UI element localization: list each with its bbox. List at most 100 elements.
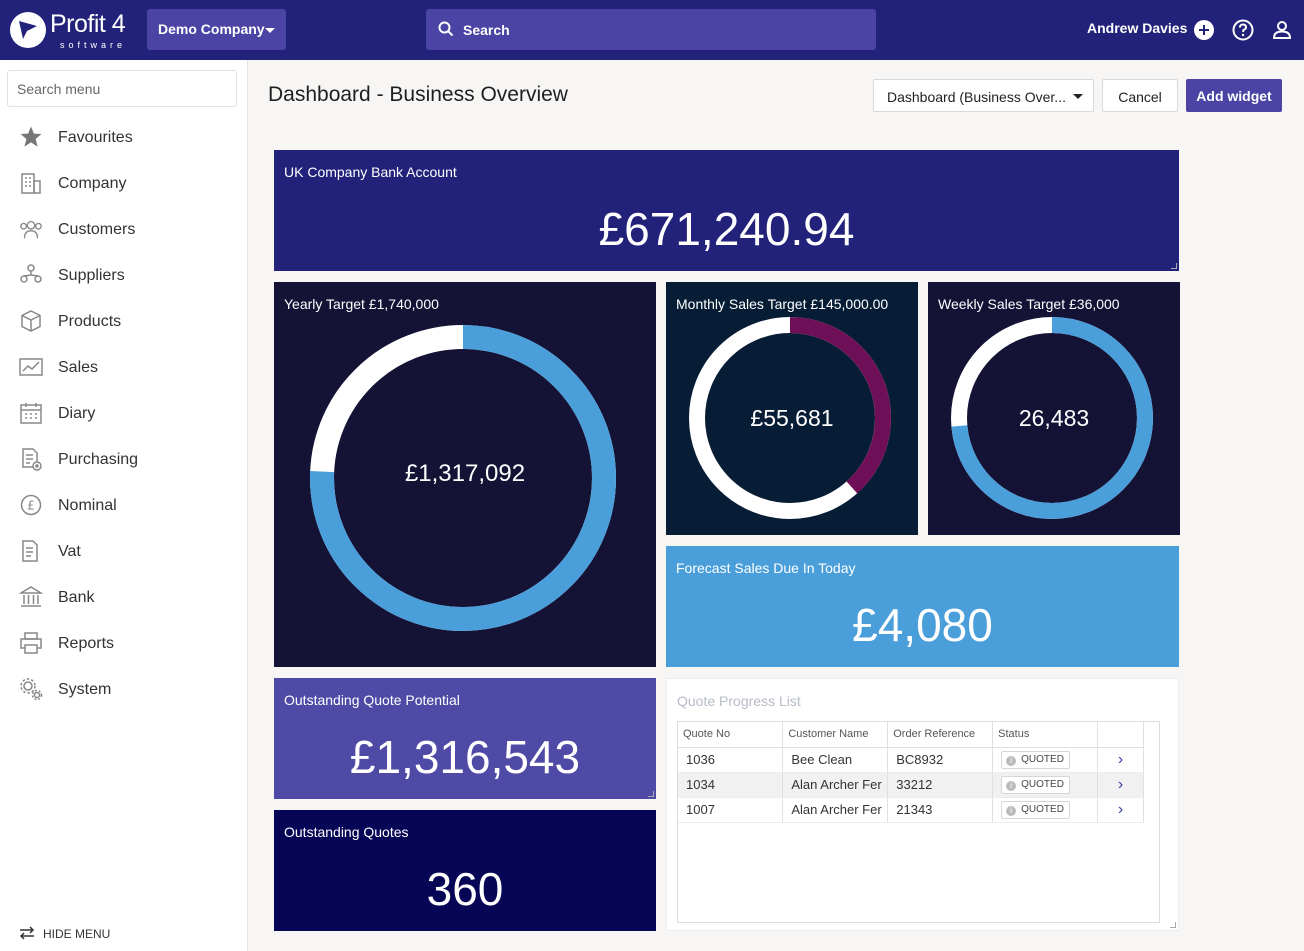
cancel-button[interactable]: Cancel (1102, 79, 1178, 112)
chevron-down-icon (265, 28, 275, 33)
widget-title: Weekly Sales Target £36,000 (938, 296, 1120, 312)
monthly-target-widget[interactable]: Monthly Sales Target £145,000.00 £55,681 (666, 282, 918, 535)
quote-potential-widget[interactable]: Outstanding Quote Potential £1,316,543 (274, 678, 656, 799)
global-search[interactable]: Search (426, 9, 876, 50)
monthly-target-donut (689, 317, 891, 519)
open-cell: › (1097, 797, 1144, 823)
status-label: QUOTED (1021, 754, 1064, 765)
status-badge: i QUOTED (1001, 751, 1070, 769)
info-icon: i (1006, 781, 1017, 791)
company-name: Demo Company (158, 21, 265, 37)
add-circle-icon[interactable] (1193, 19, 1215, 41)
donut-progress (689, 317, 891, 519)
table-row[interactable]: 1036 Bee Clean BC8932 i QUOTED › (678, 747, 1144, 773)
widget-title: Outstanding Quote Potential (284, 692, 460, 708)
sidebar-item-label: Sales (58, 359, 99, 376)
purchasing-icon (22, 448, 42, 471)
help-icon[interactable] (1232, 19, 1254, 41)
add-widget-button[interactable]: Add widget (1186, 79, 1282, 112)
sidebar-item-customers[interactable]: Customers (0, 206, 247, 252)
sidebar-item-reports[interactable]: Reports (0, 620, 247, 666)
yearly-target-widget[interactable]: Yearly Target £1,740,000 £1,317,092 (274, 282, 656, 667)
pound-icon: £ (20, 494, 42, 516)
status-label: QUOTED (1021, 779, 1064, 790)
forecast-sales-widget[interactable]: Forecast Sales Due In Today £4,080 (666, 546, 1179, 667)
sidebar-item-system[interactable]: System (0, 666, 247, 712)
resize-handle[interactable] (1171, 263, 1177, 269)
status-cell: i QUOTED (992, 772, 1099, 798)
weekly-target-donut (951, 317, 1153, 519)
table-row[interactable]: 1034 Alan Archer Fer 33212 i QUOTED › (678, 772, 1144, 798)
quote-potential-value: £1,316,543 (349, 731, 581, 783)
forecast-sales-value: £4,080 (852, 599, 993, 651)
column-header[interactable]: Quote No (678, 722, 784, 748)
weekly-target-widget[interactable]: Weekly Sales Target £36,000 26,483 (928, 282, 1180, 535)
column-header[interactable]: Order Reference (887, 722, 994, 748)
company-selector[interactable]: Demo Company (147, 9, 286, 50)
status-cell: i QUOTED (992, 797, 1099, 823)
widget-title: Quote Progress List (677, 693, 801, 709)
chevron-down-icon (1073, 94, 1083, 99)
customer-cell: Alan Archer Fer (782, 797, 889, 823)
table-row[interactable]: 1007 Alan Archer Fer 21343 i QUOTED › (678, 797, 1144, 823)
page-title: Dashboard - Business Overview (268, 83, 568, 106)
donut-progress (951, 317, 1153, 519)
info-icon: i (1006, 756, 1017, 766)
calendar-icon (20, 403, 42, 424)
table-header-row: Quote No Customer Name Order Reference S… (678, 722, 1144, 748)
dashboard-select-value: Dashboard (Business Over... (887, 89, 1066, 105)
order-ref-cell: BC8932 (887, 747, 994, 773)
user-profile-icon[interactable] (1271, 19, 1293, 41)
resize-handle[interactable] (648, 791, 654, 797)
customer-cell: Alan Archer Fer (782, 772, 889, 798)
svg-text:£: £ (27, 499, 35, 513)
sidebar-item-company[interactable]: Company (0, 160, 247, 206)
quote-table-container[interactable]: Quote No Customer Name Order Reference S… (677, 721, 1160, 923)
sidebar-item-label: Reports (58, 635, 115, 652)
chevron-right-icon[interactable]: › (1117, 800, 1124, 818)
quote-no-cell: 1036 (678, 747, 784, 773)
sidebar-item-products[interactable]: Products (0, 298, 247, 344)
logo-text: Profit 4 (50, 10, 126, 38)
menu-search-input[interactable] (7, 70, 237, 107)
sidebar-item-sales[interactable]: Sales (0, 344, 247, 390)
sidebar-item-purchasing[interactable]: Purchasing (0, 436, 247, 482)
profit4-logo[interactable]: Profit 4 software (10, 10, 140, 50)
widget-title: Monthly Sales Target £145,000.00 (676, 296, 889, 312)
quote-no-cell: 1007 (678, 797, 784, 823)
sidebar-item-nominal[interactable]: £ Nominal (0, 482, 247, 528)
column-header[interactable]: Customer Name (782, 722, 889, 748)
box-icon (21, 310, 41, 332)
sidebar-item-label: Purchasing (58, 451, 139, 468)
top-bar: Profit 4 software Demo Company Search An… (0, 0, 1304, 60)
sidebar-item-label: Bank (58, 589, 95, 606)
dashboard-select[interactable]: Dashboard (Business Over... (873, 79, 1094, 112)
quote-progress-widget[interactable]: Quote Progress List Quote No Customer Na… (666, 678, 1179, 931)
chevron-right-icon[interactable]: › (1117, 750, 1124, 768)
widget-title: Yearly Target £1,740,000 (284, 296, 439, 312)
info-icon: i (1006, 806, 1017, 816)
yearly-target-donut (310, 325, 616, 631)
suppliers-icon (20, 264, 42, 283)
sidebar-item-bank[interactable]: Bank (0, 574, 247, 620)
sidebar-item-label: Customers (58, 221, 136, 238)
logo-subtext: software (60, 40, 127, 50)
vat-document-icon (22, 540, 38, 562)
sidebar: Favourites Company Customers Suppliers P… (0, 60, 248, 951)
sidebar-item-diary[interactable]: Diary (0, 390, 247, 436)
sidebar-item-vat[interactable]: Vat (0, 528, 247, 574)
outstanding-quotes-widget[interactable]: Outstanding Quotes 360 (274, 810, 656, 931)
printer-icon (20, 632, 42, 654)
column-header[interactable]: Status (992, 722, 1099, 748)
widget-title: Outstanding Quotes (284, 824, 409, 840)
chevron-right-icon[interactable]: › (1117, 775, 1124, 793)
resize-handle[interactable] (1170, 922, 1176, 928)
sidebar-item-label: Vat (58, 543, 81, 560)
collapse-arrows-icon (19, 926, 35, 940)
bank-balance-value: £671,240.94 (598, 203, 855, 255)
user-name[interactable]: Andrew Davies (1087, 20, 1188, 36)
sidebar-item-label: System (58, 681, 112, 698)
bank-account-widget[interactable]: UK Company Bank Account £671,240.94 (274, 150, 1179, 271)
sidebar-item-favourites[interactable]: Favourites (0, 114, 247, 160)
sidebar-item-suppliers[interactable]: Suppliers (0, 252, 247, 298)
